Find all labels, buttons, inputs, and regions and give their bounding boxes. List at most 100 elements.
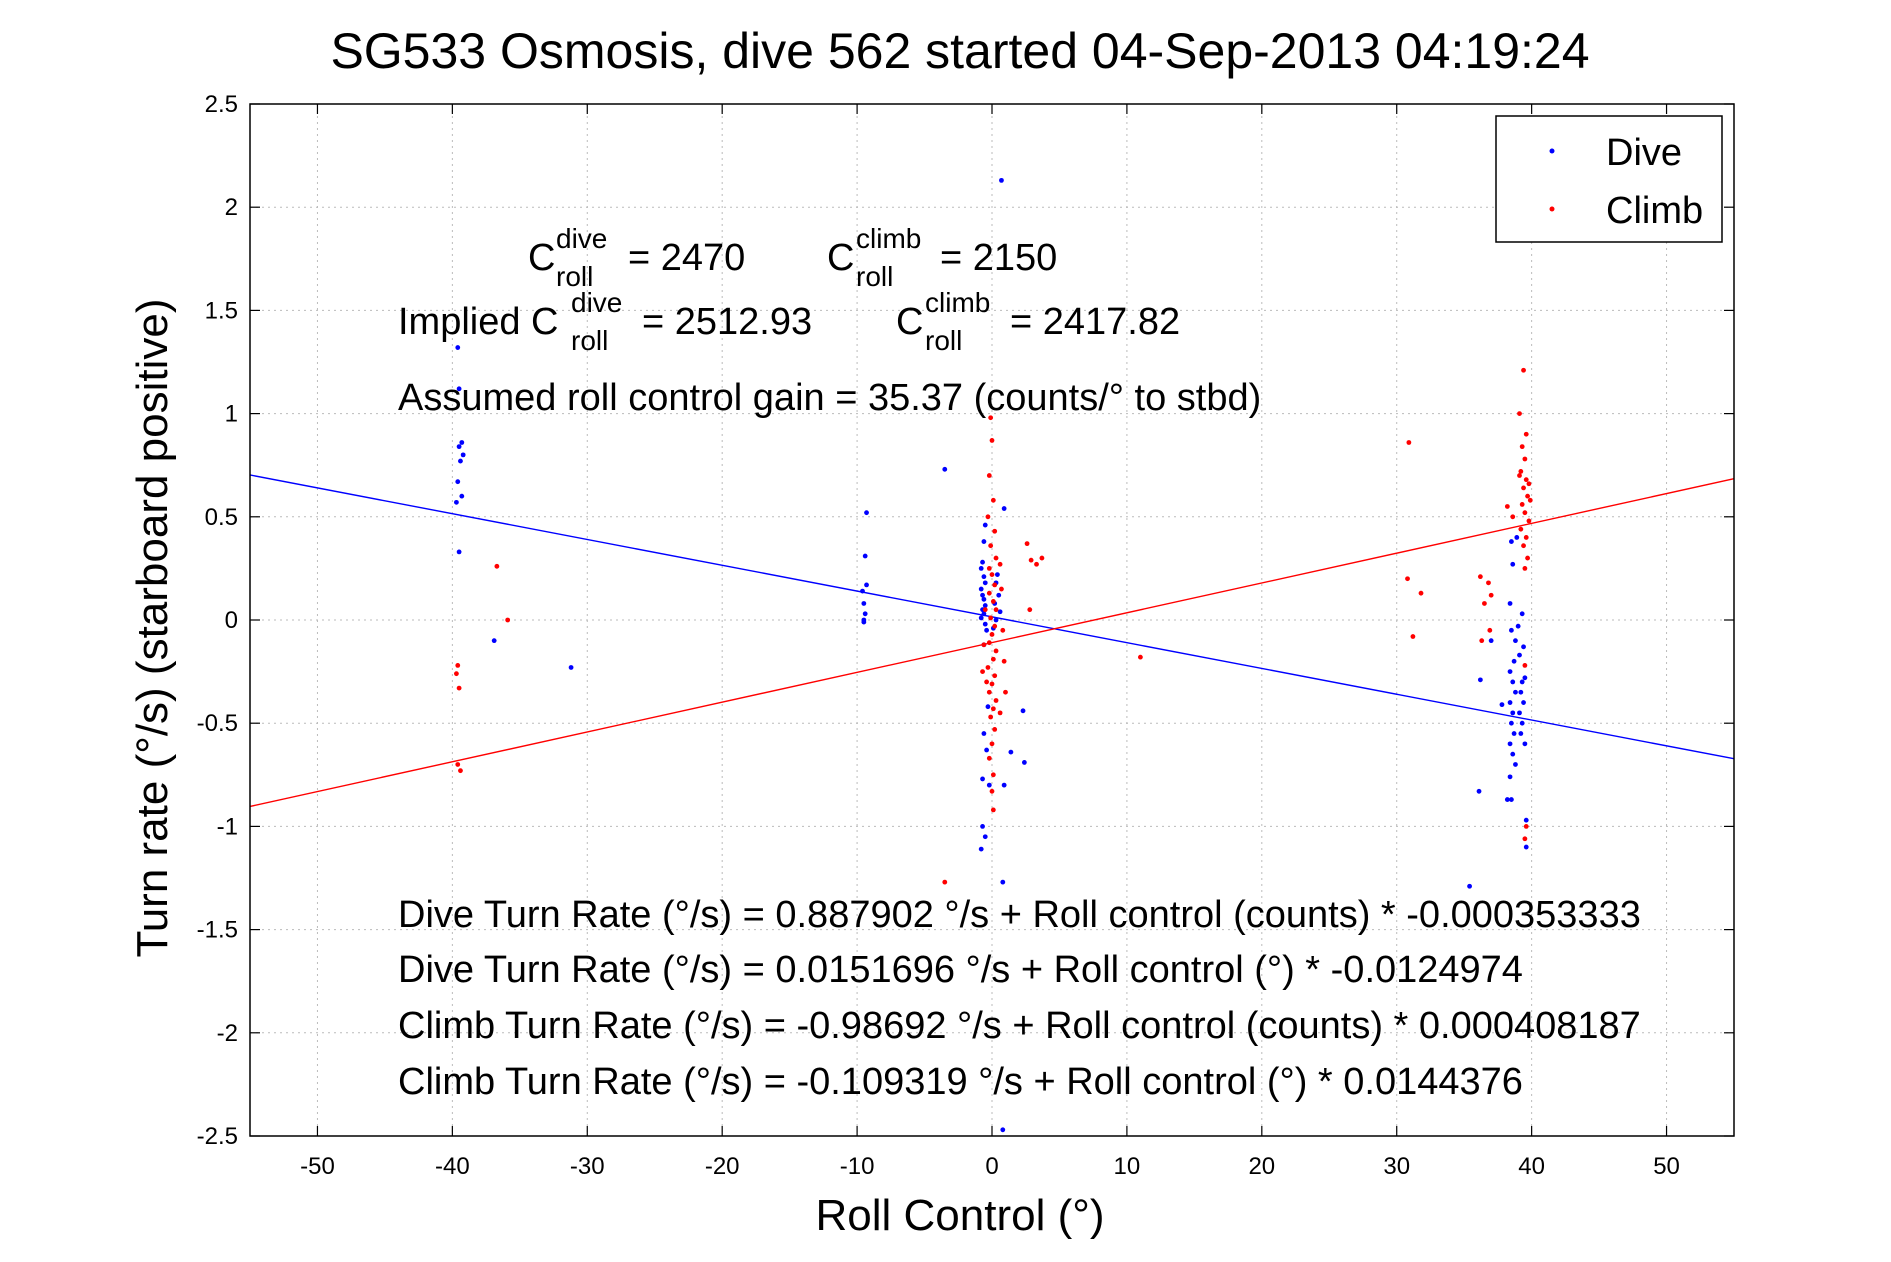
climb-point: [986, 689, 992, 695]
climb-point: [1024, 541, 1030, 547]
climb-point: [1406, 440, 1412, 445]
dive-point: [980, 776, 985, 782]
climb-point: [990, 497, 996, 503]
dive-point: [1522, 675, 1528, 681]
dive-point: [978, 566, 984, 571]
climb-point: [1522, 836, 1528, 842]
x-tick-label: 0: [985, 1153, 998, 1180]
climb-point: [1522, 510, 1528, 516]
dive-point: [454, 499, 459, 505]
climb-point: [988, 714, 994, 720]
climb-point: [990, 599, 996, 604]
climb-point: [1519, 444, 1525, 450]
dive-point: [456, 386, 462, 392]
dive-point: [1519, 611, 1525, 617]
chart-title: SG533 Osmosis, dive 562 started 04-Sep-2…: [330, 23, 1589, 79]
dive-point: [455, 479, 461, 485]
climb-point: [1526, 481, 1532, 487]
dive-point: [861, 601, 867, 606]
dive-point: [999, 177, 1004, 183]
climb-point: [1518, 468, 1524, 474]
climb-point: [993, 555, 999, 561]
climb-point: [1482, 601, 1487, 606]
c-roll-climb-value: = 2150: [940, 237, 1057, 279]
dive-point: [980, 592, 985, 598]
implied-dive-value: = 2512.93: [642, 301, 812, 343]
climb-point: [992, 623, 998, 629]
dive-point: [982, 834, 988, 840]
dive-point: [978, 846, 984, 852]
implied-climb-sup: climb: [925, 287, 990, 318]
dive-point: [1507, 741, 1513, 747]
dive-point: [985, 704, 991, 710]
climb-point: [1523, 535, 1529, 540]
dive-point: [980, 824, 985, 829]
dive-point: [1513, 689, 1518, 695]
dive-point: [864, 582, 869, 588]
climb-point: [1518, 526, 1524, 532]
dive-point: [1021, 760, 1027, 765]
climb-equation-degrees: Climb Turn Rate (°/s) = -0.109319 °/s + …: [398, 1061, 1523, 1103]
climb-point: [981, 642, 987, 648]
legend-climb-label: Climb: [1606, 190, 1703, 232]
climb-point: [1525, 555, 1530, 561]
dive-point: [994, 572, 1000, 577]
climb-point: [989, 438, 995, 443]
dive-point: [456, 444, 462, 450]
c-roll-dive-sub: roll: [556, 261, 593, 292]
dive-point: [1476, 788, 1482, 794]
climb-point: [1522, 663, 1528, 668]
x-tick-label: 50: [1653, 1153, 1680, 1180]
dive-point: [984, 747, 990, 753]
climb-point: [984, 679, 990, 685]
y-tick-label: 1.5: [205, 297, 238, 324]
dive-point: [458, 458, 463, 464]
climb-point: [990, 706, 996, 712]
dive-point: [1509, 539, 1514, 544]
climb-point: [455, 762, 461, 767]
dive-point: [982, 621, 988, 627]
dive-point: [984, 627, 990, 633]
climb-point: [986, 755, 992, 761]
dive-point: [1510, 561, 1516, 567]
implied-dive-sub: roll: [571, 325, 608, 356]
axis-ticks: -50 -40 -30 -20 -10 0 10 20 30 40 50 2.5 2 1.5 1 0.5 0 -0…: [197, 91, 1734, 1180]
climb-point: [988, 415, 994, 421]
climb-point: [1488, 592, 1494, 598]
climb-point: [1504, 504, 1510, 509]
dive-point: [986, 782, 992, 788]
c-roll-climb-base: C: [827, 237, 854, 279]
c-roll-climb-sup: climb: [856, 223, 921, 254]
climb-point: [942, 879, 948, 885]
dive-point: [1521, 644, 1526, 650]
x-tick-label: -20: [705, 1153, 740, 1180]
c-roll-dive-sup: dive: [556, 223, 607, 254]
climb-point: [1410, 634, 1416, 639]
dive-point: [1499, 702, 1505, 708]
y-tick-label: -1.5: [197, 917, 238, 944]
climb-point: [980, 669, 985, 674]
climb-point: [1517, 411, 1522, 416]
dive-point: [568, 665, 574, 670]
legend: Dive Climb: [1495, 115, 1723, 243]
x-tick-label: -10: [840, 1153, 875, 1180]
x-tick-label: 30: [1383, 1153, 1410, 1180]
dive-point: [1523, 844, 1529, 850]
dive-point: [459, 493, 465, 499]
climb-point: [1521, 543, 1526, 549]
legend-dive-label: Dive: [1606, 132, 1682, 174]
climb-point: [993, 648, 999, 654]
dive-point: [981, 539, 987, 544]
climb-point: [454, 671, 459, 677]
climb-point: [1519, 502, 1525, 507]
x-tick-label: 10: [1114, 1153, 1141, 1180]
dive-point: [1519, 720, 1525, 726]
dive-point: [862, 611, 868, 617]
climb-point: [1028, 557, 1034, 563]
climb-point: [1000, 627, 1006, 633]
dive-point: [1519, 679, 1525, 685]
dive-point: [862, 553, 868, 559]
climb-point: [1418, 590, 1424, 596]
legend-box: [1495, 115, 1723, 243]
